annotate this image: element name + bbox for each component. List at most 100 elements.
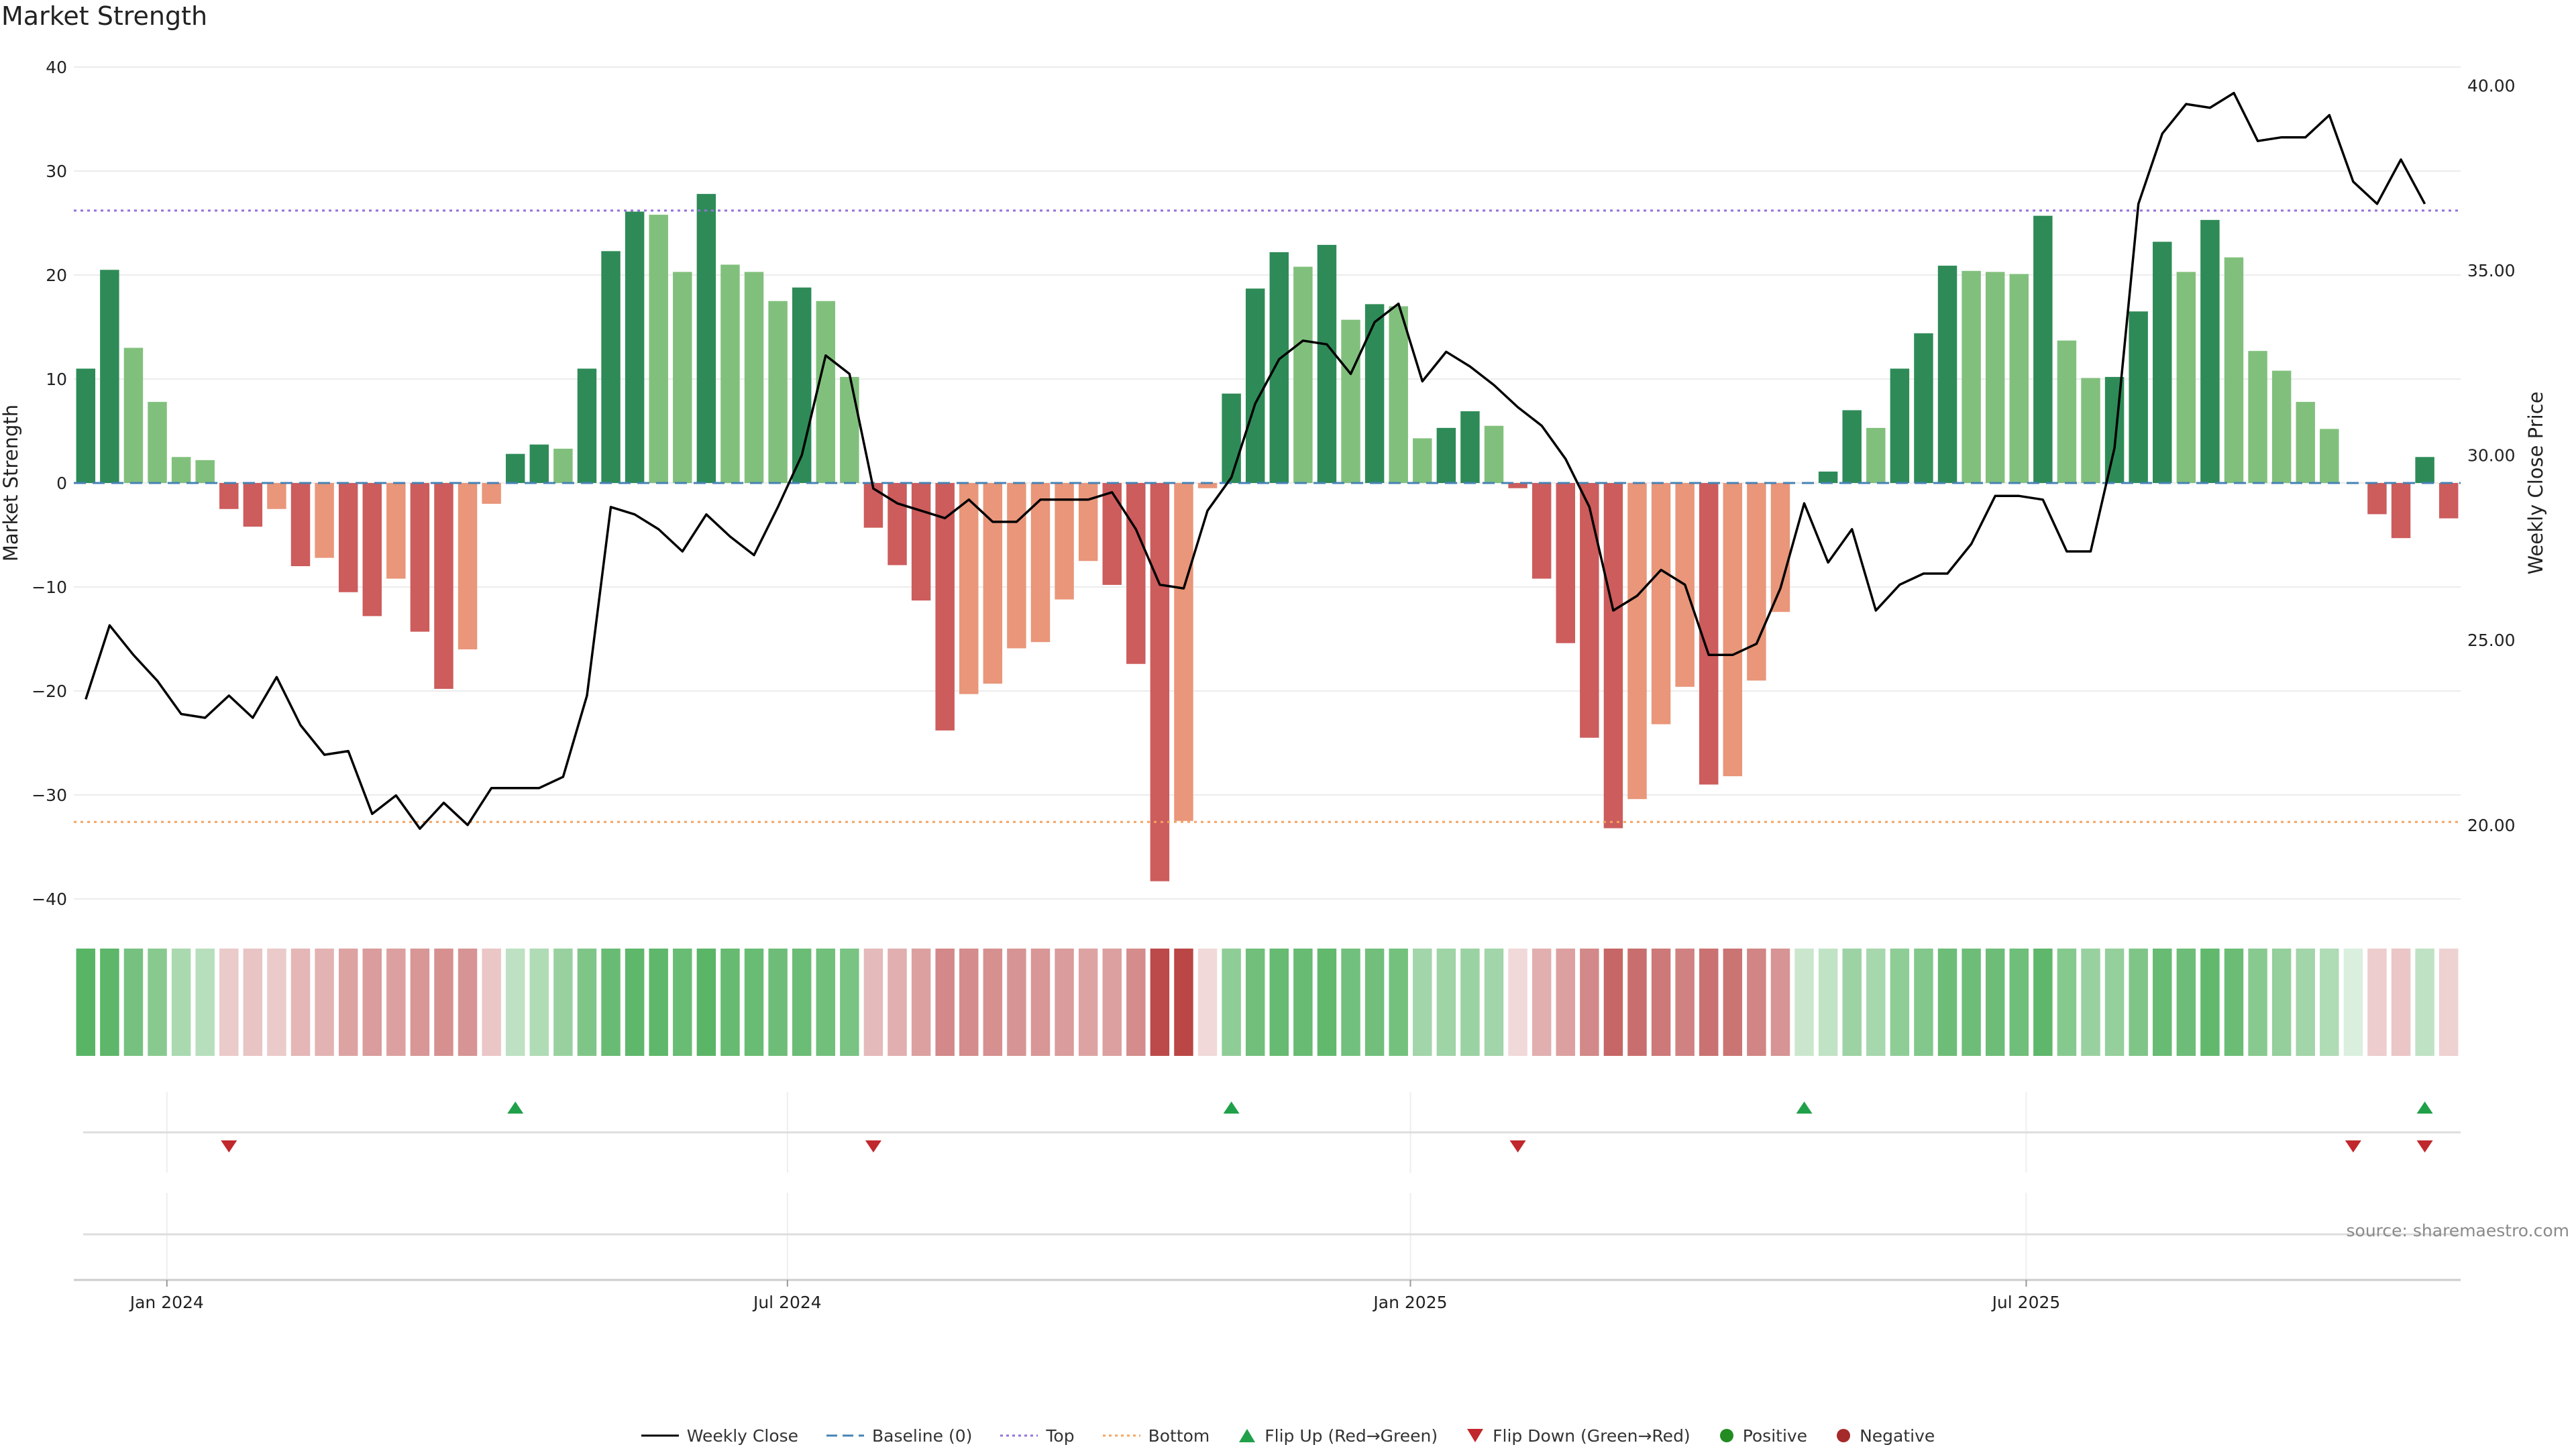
strength-bar bbox=[720, 264, 740, 483]
heat-cell bbox=[1102, 949, 1122, 1056]
heat-cell bbox=[911, 949, 931, 1056]
heat-cell bbox=[2153, 949, 2172, 1056]
strength-bar bbox=[1770, 483, 1790, 612]
strength-bar bbox=[673, 272, 692, 483]
heat-cell bbox=[267, 949, 286, 1056]
heat-cell bbox=[816, 949, 836, 1056]
heat-cell bbox=[768, 949, 788, 1056]
heat-cell bbox=[625, 949, 645, 1056]
legend-item-positive: Positive bbox=[1719, 1426, 1807, 1446]
strength-bar bbox=[1723, 483, 1743, 777]
strength-bar bbox=[171, 457, 191, 483]
legend-label: Baseline (0) bbox=[872, 1426, 973, 1446]
strength-bar bbox=[2009, 274, 2029, 483]
legend-line-dotted-orange-icon bbox=[1102, 1434, 1140, 1437]
legend-item-flip-up: Flip Up (Red→Green) bbox=[1238, 1426, 1438, 1446]
strength-bar bbox=[1269, 252, 1289, 483]
legend-item-flip-down: Flip Down (Green→Red) bbox=[1466, 1426, 1690, 1446]
y-tick-label: 40 bbox=[46, 58, 67, 77]
heat-cell bbox=[2248, 949, 2267, 1056]
strength-bar bbox=[529, 444, 549, 483]
red-dot-icon bbox=[1837, 1429, 1851, 1442]
heat-cell bbox=[1818, 949, 1838, 1056]
strength-bar bbox=[505, 453, 525, 483]
y-tick-label: −20 bbox=[32, 682, 67, 701]
heat-cell bbox=[386, 949, 406, 1056]
strength-bar bbox=[1078, 483, 1098, 561]
legend-label: Bottom bbox=[1148, 1426, 1210, 1446]
legend-label: Weekly Close bbox=[686, 1426, 799, 1446]
heat-cell bbox=[2057, 949, 2077, 1056]
strength-bar bbox=[1126, 483, 1146, 664]
legend-label: Positive bbox=[1742, 1426, 1808, 1446]
strength-bar bbox=[1747, 483, 1766, 681]
heat-cell bbox=[649, 949, 668, 1056]
strength-bar bbox=[1030, 483, 1051, 643]
heat-cell bbox=[1770, 949, 1790, 1056]
heat-cell bbox=[1341, 949, 1360, 1056]
legend-line-dashed-icon bbox=[826, 1434, 865, 1437]
strength-bar bbox=[649, 215, 668, 483]
heat-cell bbox=[1842, 949, 1862, 1056]
strength-bar bbox=[2415, 457, 2434, 483]
heat-cell bbox=[1914, 949, 1933, 1056]
heat-cell bbox=[1055, 949, 1074, 1056]
legend-item-negative: Negative bbox=[1835, 1426, 1935, 1446]
heat-cell bbox=[2104, 949, 2125, 1056]
strength-bar bbox=[625, 211, 645, 483]
heat-cell bbox=[171, 949, 191, 1056]
heat-cell bbox=[1651, 949, 1671, 1056]
strength-bar bbox=[2248, 351, 2267, 483]
flip-down-marker bbox=[2345, 1140, 2361, 1152]
strength-bar bbox=[2081, 378, 2100, 483]
strength-bar bbox=[840, 376, 859, 483]
heat-cell bbox=[959, 949, 979, 1056]
strength-bar bbox=[1914, 333, 1933, 483]
y-right-tick-label: 20.00 bbox=[2467, 816, 2516, 835]
strength-bar bbox=[1007, 483, 1026, 649]
heat-cell bbox=[434, 949, 453, 1056]
strength-bar bbox=[1484, 425, 1504, 483]
legend-label: Flip Up (Red→Green) bbox=[1265, 1426, 1438, 1446]
strength-bar bbox=[148, 402, 167, 483]
heat-cell bbox=[315, 949, 334, 1056]
heat-cell bbox=[1723, 949, 1743, 1056]
heat-cell bbox=[2009, 949, 2029, 1056]
strength-bar bbox=[1985, 272, 2005, 483]
heat-cell bbox=[1245, 949, 1265, 1056]
strength-bar bbox=[553, 448, 573, 483]
strength-bar bbox=[1603, 483, 1623, 828]
heat-cell bbox=[1890, 949, 1910, 1056]
strength-bar bbox=[1055, 483, 1074, 600]
strength-bar bbox=[1962, 270, 1981, 483]
heat-cell bbox=[744, 949, 764, 1056]
heat-cell bbox=[983, 949, 1003, 1056]
heat-cell bbox=[338, 949, 358, 1056]
heat-cell bbox=[76, 949, 96, 1056]
strength-bar bbox=[816, 301, 836, 483]
green-dot-icon bbox=[1719, 1429, 1733, 1442]
heat-cell bbox=[1126, 949, 1146, 1056]
strength-bar bbox=[2224, 257, 2244, 483]
y-tick-label: −40 bbox=[32, 890, 67, 909]
strength-bar bbox=[959, 483, 979, 694]
heat-cell bbox=[792, 949, 812, 1056]
heat-cell bbox=[505, 949, 525, 1056]
strength-bar bbox=[2438, 483, 2459, 519]
strength-bar bbox=[1890, 368, 1910, 483]
heat-cell bbox=[1389, 949, 1408, 1056]
triangle-up-icon bbox=[1239, 1429, 1256, 1442]
heat-cell bbox=[840, 949, 859, 1056]
strength-bar bbox=[1937, 266, 1957, 483]
strength-bar bbox=[1245, 288, 1265, 483]
legend-label: Flip Down (Green→Red) bbox=[1493, 1426, 1690, 1446]
strength-bar bbox=[983, 483, 1003, 684]
y-right-tick-label: 30.00 bbox=[2467, 446, 2516, 466]
heat-cell bbox=[482, 949, 501, 1056]
source-note: source: sharemaestro.com bbox=[2346, 1221, 2570, 1240]
heat-cell bbox=[2296, 949, 2315, 1056]
heat-cell bbox=[1484, 949, 1504, 1056]
heat-cell bbox=[2081, 949, 2100, 1056]
heat-cell bbox=[1364, 949, 1385, 1056]
